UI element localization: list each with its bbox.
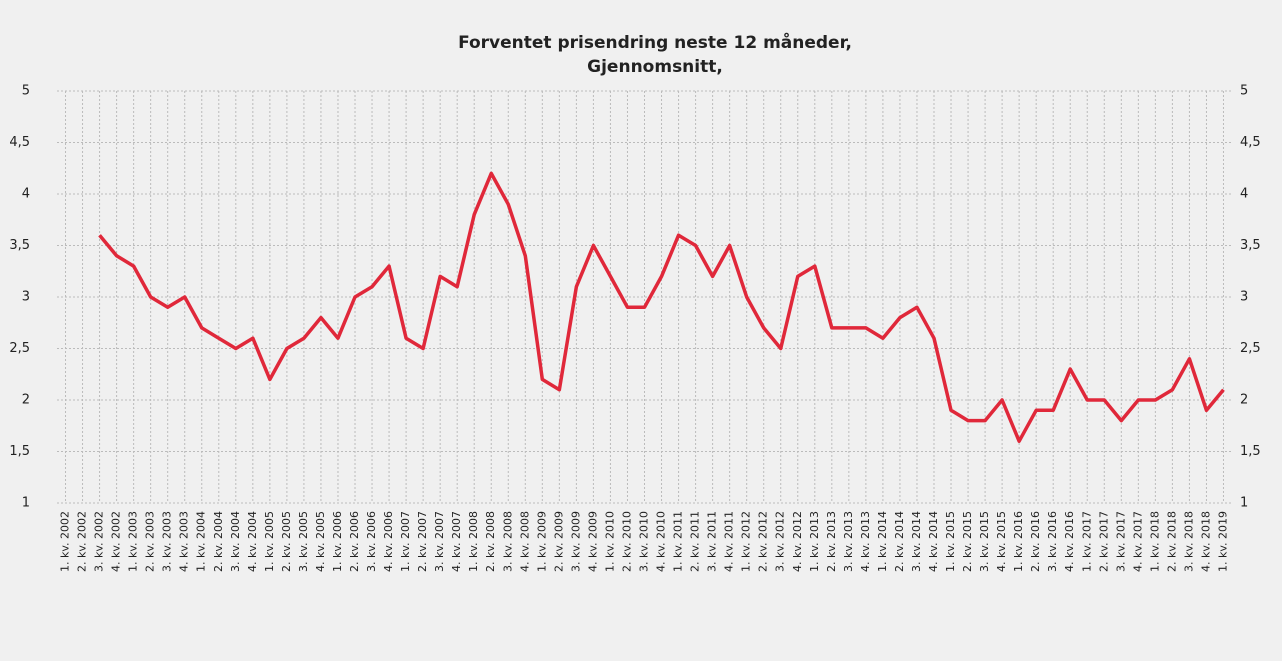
x-tick-label: 3. kv. 2007: [433, 511, 446, 572]
x-tick-label: 3. kv. 2005: [297, 511, 310, 572]
x-tick-label: 1. kv. 2011: [672, 511, 685, 572]
x-tick-label: 4. kv. 2013: [859, 511, 872, 572]
x-tick-label: 4. kv. 2008: [518, 511, 531, 572]
x-tick-label: 3. kv. 2011: [706, 511, 719, 572]
y-tick-label: 2: [22, 393, 30, 408]
x-tick-label: 2. kv. 2006: [348, 511, 361, 572]
x-tick-label: 1. kv. 2017: [1080, 511, 1093, 572]
x-tick-label: 1. kv. 2006: [331, 511, 344, 572]
x-tick-label: 3. kv. 2014: [910, 511, 923, 572]
x-tick-label: 2. kv. 2007: [416, 511, 429, 572]
x-tick-label: 4. kv. 2003: [178, 511, 191, 572]
y-tick-label: 3,5: [9, 238, 30, 253]
x-tick-label: 4. kv. 2017: [1131, 511, 1144, 572]
x-tick-label: 3. kv. 2009: [569, 511, 582, 572]
x-tick-label: 1. kv. 2009: [535, 511, 548, 572]
x-tick-label: 4. kv. 2016: [1063, 511, 1076, 572]
x-tick-label: 4. kv. 2014: [927, 511, 940, 572]
y2-tick-label: 1,5: [1240, 444, 1261, 459]
x-tick-label: 3. kv. 2010: [638, 511, 651, 572]
x-tick-label: 3. kv. 2012: [774, 511, 787, 572]
x-tick-label: 2. kv. 2015: [961, 511, 974, 572]
x-tick-label: 1. kv. 2013: [808, 511, 821, 572]
x-tick-label: 4. kv. 2009: [586, 511, 599, 572]
chart-subtitle: Gjennomsnitt,: [587, 57, 723, 77]
x-tick-label: 1. kv. 2015: [944, 511, 957, 572]
x-tick-label: 4. kv. 2010: [655, 511, 668, 572]
data-line: [98, 171, 1225, 443]
x-tick-label: 2. kv. 2008: [484, 511, 497, 572]
x-tick-label: 2. kv. 2009: [552, 511, 565, 572]
x-tick-label: 3. kv. 2015: [978, 511, 991, 572]
y2-tick-label: 5: [1240, 84, 1248, 99]
x-tick-label: 3. kv. 2008: [501, 511, 514, 572]
x-tick-label: 2. kv. 2014: [893, 511, 906, 572]
x-tick-label: 3. kv. 2003: [161, 511, 174, 572]
x-tick-label: 2. kv. 2002: [76, 511, 89, 572]
x-tick-label: 3. kv. 2017: [1114, 511, 1127, 572]
x-tick-label: 2. kv. 2018: [1165, 511, 1178, 572]
x-tick-label: 2. kv. 2004: [212, 511, 225, 572]
x-tick-label: 1. kv. 2014: [876, 511, 889, 572]
x-tick-label: 1. kv. 2019: [1216, 511, 1229, 572]
y2-tick-label: 4: [1240, 187, 1248, 202]
x-tick-label: 3. kv. 2013: [842, 511, 855, 572]
x-tick-label: 2. kv. 2017: [1097, 511, 1110, 572]
x-tick-label: 4. kv. 2006: [382, 511, 395, 572]
y2-tick-label: 2: [1240, 393, 1248, 408]
x-tick-label: 4. kv. 2005: [314, 511, 327, 572]
y-tick-label: 5: [22, 84, 30, 99]
x-tick-label: 1. kv. 2010: [603, 511, 616, 572]
x-tick-label: 4. kv. 2004: [246, 511, 259, 572]
x-tick-label: 4. kv. 2011: [723, 511, 736, 572]
y-tick-label: 4,5: [9, 135, 30, 150]
x-tick-label: 1. kv. 2018: [1148, 511, 1161, 572]
x-tick-label: 1. kv. 2007: [399, 511, 412, 572]
x-tick-label: 1. kv. 2004: [195, 511, 208, 572]
x-tick-label: 1. kv. 2016: [1012, 511, 1025, 572]
y2-tick-label: 4,5: [1240, 135, 1261, 150]
y-tick-label: 3: [22, 290, 30, 305]
y2-tick-label: 3: [1240, 290, 1248, 305]
x-tick-label: 1. kv. 2008: [467, 511, 480, 572]
x-tick-label: 4. kv. 2018: [1199, 511, 1212, 572]
y-tick-label: 4: [22, 187, 30, 202]
x-tick-label: 1. kv. 2003: [127, 511, 140, 572]
x-tick-label: 2. kv. 2011: [689, 511, 702, 572]
x-tick-label: 4. kv. 2007: [450, 511, 463, 572]
x-tick-label: 1. kv. 2012: [740, 511, 753, 572]
x-tick-label: 2. kv. 2016: [1029, 511, 1042, 572]
y2-tick-label: 2,5: [1240, 341, 1261, 356]
x-tick-label: 4. kv. 2015: [995, 511, 1008, 572]
x-tick-label: 4. kv. 2012: [791, 511, 804, 572]
x-tick-label: 3. kv. 2006: [365, 511, 378, 572]
x-tick-label: 1. kv. 2002: [59, 511, 72, 572]
x-tick-label: 2. kv. 2012: [757, 511, 770, 572]
x-tick-label: 3. kv. 2018: [1182, 511, 1195, 572]
x-tick-label: 2. kv. 2010: [620, 511, 633, 572]
x-tick-label: 2. kv. 2003: [144, 511, 157, 572]
y2-tick-label: 3,5: [1240, 238, 1261, 253]
x-tick-label: 4. kv. 2002: [110, 511, 123, 572]
x-tick-label: 3. kv. 2002: [93, 511, 106, 572]
x-tick-label: 3. kv. 2016: [1046, 511, 1059, 572]
x-tick-label: 3. kv. 2004: [229, 511, 242, 572]
y2-tick-label: 1: [1240, 496, 1248, 511]
x-tick-label: 1. kv. 2005: [263, 511, 276, 572]
x-tick-label: 2. kv. 2013: [825, 511, 838, 572]
chart-title: Forventet prisendring neste 12 måneder,: [458, 31, 852, 53]
y-tick-label: 1: [22, 496, 30, 511]
y-tick-label: 1,5: [9, 444, 30, 459]
x-tick-label: 2. kv. 2005: [280, 511, 293, 572]
y-tick-label: 2,5: [9, 341, 30, 356]
